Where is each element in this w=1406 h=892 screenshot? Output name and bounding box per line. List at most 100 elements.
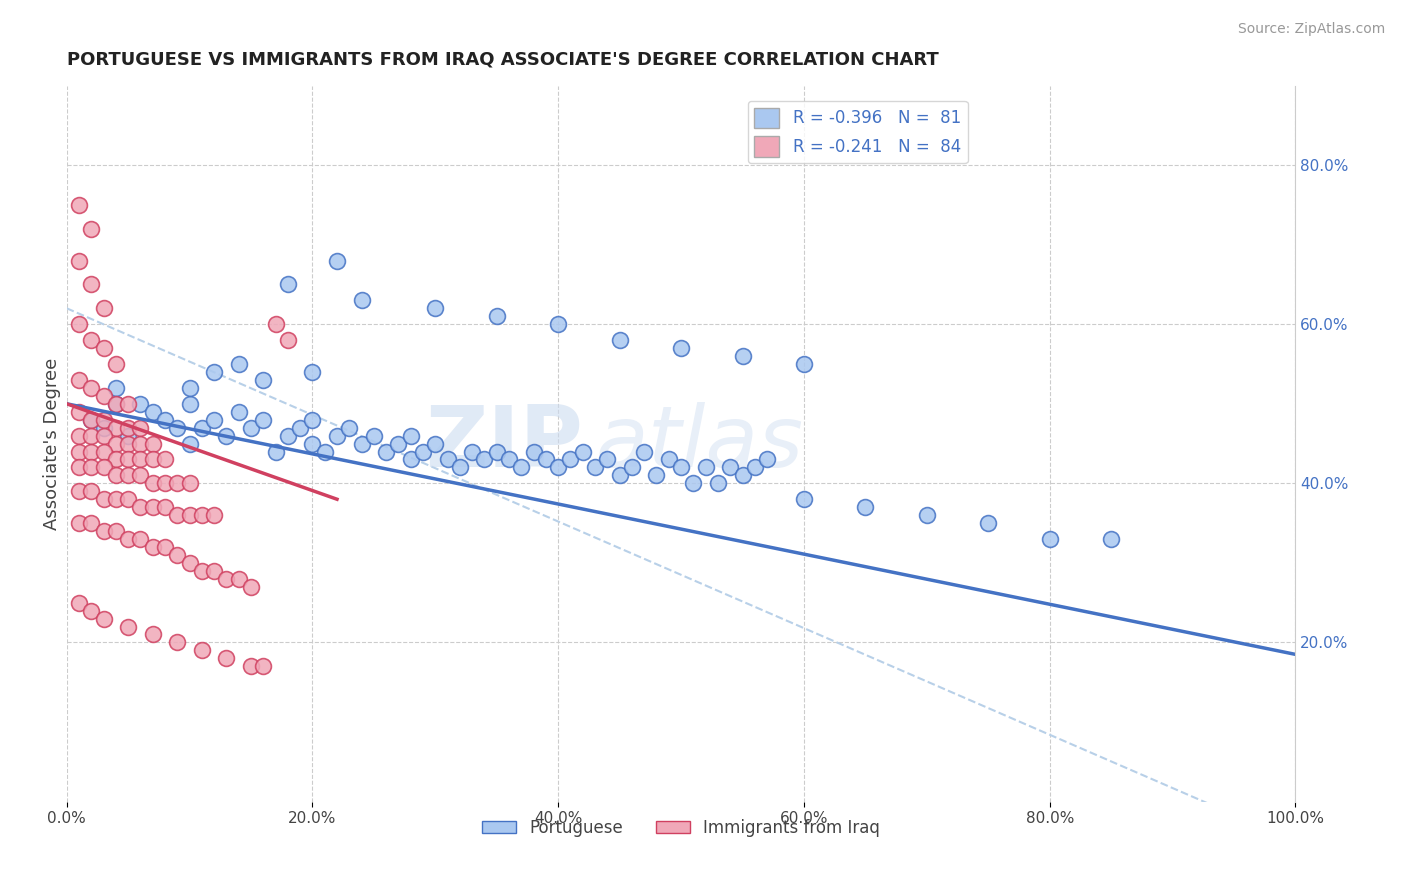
Point [228, 405, 250, 419]
Point [191, 508, 214, 523]
Point [179, 556, 201, 570]
Point [571, 444, 593, 458]
Point [67, 484, 90, 499]
Point [215, 428, 238, 442]
Text: PORTUGUESE VS IMMIGRANTS FROM IRAQ ASSOCIATE'S DEGREE CORRELATION CHART: PORTUGUESE VS IMMIGRANTS FROM IRAQ ASSOC… [66, 51, 938, 69]
Point [93, 389, 115, 403]
Y-axis label: Associate's Degree: Associate's Degree [44, 358, 60, 530]
Point [179, 397, 201, 411]
Point [117, 420, 139, 434]
Point [93, 428, 115, 442]
Point [461, 444, 484, 458]
Point [793, 492, 815, 507]
Point [153, 500, 176, 515]
Point [609, 333, 631, 347]
Point [202, 412, 225, 426]
Point [707, 476, 730, 491]
Point [202, 365, 225, 379]
Point [80, 381, 103, 395]
Point [977, 516, 1000, 530]
Point [67, 317, 90, 331]
Point [166, 420, 188, 434]
Point [240, 580, 263, 594]
Point [129, 500, 152, 515]
Point [93, 444, 115, 458]
Point [129, 397, 152, 411]
Point [117, 532, 139, 546]
Point [191, 420, 214, 434]
Point [264, 317, 287, 331]
Point [596, 452, 619, 467]
Point [166, 508, 188, 523]
Point [179, 476, 201, 491]
Point [129, 468, 152, 483]
Point [474, 452, 496, 467]
Point [67, 373, 90, 387]
Point [449, 460, 471, 475]
Point [67, 198, 90, 212]
Point [228, 572, 250, 586]
Point [117, 428, 139, 442]
Point [93, 301, 115, 316]
Point [510, 460, 533, 475]
Point [80, 428, 103, 442]
Point [80, 221, 103, 235]
Point [80, 333, 103, 347]
Point [129, 452, 152, 467]
Point [620, 460, 643, 475]
Point [104, 397, 127, 411]
Point [436, 452, 458, 467]
Point [129, 532, 152, 546]
Point [264, 444, 287, 458]
Point [387, 436, 409, 450]
Point [301, 412, 323, 426]
Point [412, 444, 434, 458]
Point [669, 460, 692, 475]
Point [609, 468, 631, 483]
Text: ZIP: ZIP [425, 402, 582, 485]
Point [658, 452, 681, 467]
Point [853, 500, 876, 515]
Point [104, 492, 127, 507]
Point [117, 436, 139, 450]
Point [153, 452, 176, 467]
Point [485, 444, 508, 458]
Point [80, 277, 103, 292]
Point [93, 412, 115, 426]
Point [301, 436, 323, 450]
Point [314, 444, 336, 458]
Point [129, 436, 152, 450]
Point [80, 484, 103, 499]
Point [67, 460, 90, 475]
Point [142, 540, 165, 554]
Point [93, 460, 115, 475]
Point [67, 253, 90, 268]
Point [240, 659, 263, 673]
Point [731, 468, 754, 483]
Point [67, 516, 90, 530]
Point [215, 572, 238, 586]
Point [117, 468, 139, 483]
Point [117, 452, 139, 467]
Point [337, 420, 360, 434]
Point [117, 492, 139, 507]
Point [104, 420, 127, 434]
Point [93, 611, 115, 625]
Point [669, 341, 692, 355]
Point [80, 604, 103, 618]
Point [93, 524, 115, 538]
Point [142, 436, 165, 450]
Point [153, 540, 176, 554]
Point [80, 412, 103, 426]
Point [425, 301, 447, 316]
Point [301, 365, 323, 379]
Point [1099, 532, 1122, 546]
Point [93, 420, 115, 434]
Point [104, 357, 127, 371]
Point [277, 333, 299, 347]
Point [104, 397, 127, 411]
Point [498, 452, 520, 467]
Point [80, 444, 103, 458]
Point [191, 564, 214, 578]
Point [350, 436, 373, 450]
